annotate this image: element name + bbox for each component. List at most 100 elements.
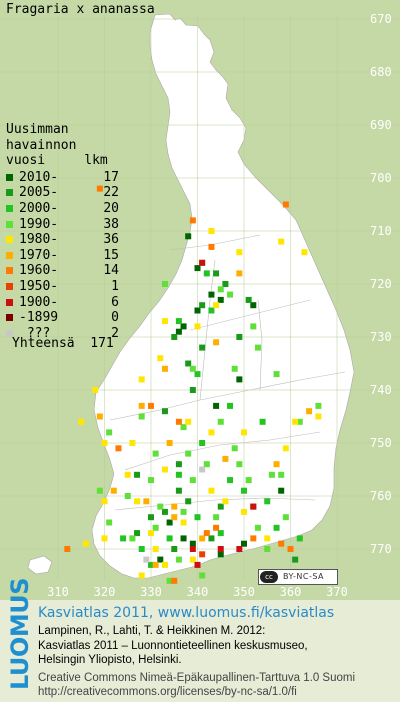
- occurrence-marker: [315, 413, 322, 420]
- occurrence-marker: [129, 535, 136, 542]
- legend-row: 1990- 38: [6, 217, 119, 233]
- occurrence-marker: [166, 440, 173, 446]
- occurrence-marker: [213, 302, 220, 309]
- occurrence-marker: [203, 530, 210, 537]
- occurrence-marker: [241, 487, 247, 494]
- legend: Uusimman havainnon vuosi lkm 2010- 17 2005…: [6, 122, 119, 341]
- occurrence-marker: [175, 418, 182, 425]
- occurrence-marker: [217, 418, 224, 425]
- y-tick-label: 760: [370, 489, 392, 503]
- y-tick-label: 710: [370, 224, 392, 238]
- y-tick-label: 690: [370, 118, 392, 132]
- occurrence-marker: [236, 270, 243, 277]
- province-borders: [109, 234, 346, 511]
- occurrence-marker: [161, 365, 168, 372]
- legend-row: 2000- 20: [6, 201, 119, 217]
- occurrence-marker: [199, 259, 206, 266]
- occurrence-marker: [268, 471, 275, 478]
- occurrence-marker: [82, 540, 89, 547]
- occurrence-marker: [292, 418, 299, 425]
- occurrence-marker: [306, 408, 313, 415]
- legend-swatch: [6, 189, 13, 197]
- occurrence-marker: [194, 514, 201, 521]
- occurrence-marker: [203, 461, 210, 468]
- occurrence-marker: [208, 243, 215, 250]
- legend-row: -1899 0: [6, 310, 119, 326]
- occurrence-marker: [236, 334, 243, 340]
- occurrence-marker: [161, 408, 168, 415]
- occurrence-marker: [152, 524, 159, 531]
- legend-count: 2: [111, 325, 119, 341]
- occurrence-marker: [227, 291, 234, 298]
- occurrence-marker: [208, 307, 215, 314]
- license-url[interactable]: http://creativecommons.org/licenses/by-n…: [38, 686, 297, 698]
- legend-count: 15: [103, 247, 119, 263]
- occurrence-marker: [101, 440, 108, 446]
- occurrence-marker: [189, 540, 196, 547]
- occurrence-marker: [157, 503, 164, 510]
- occurrence-marker: [199, 302, 206, 309]
- legend-swatch: [6, 314, 13, 322]
- occurrence-marker: [96, 487, 103, 494]
- occurrence-marker: [227, 477, 234, 484]
- legend-count: 22: [103, 185, 119, 201]
- occurrence-marker: [166, 535, 173, 542]
- luomus-logo: LUOMUS: [6, 578, 34, 690]
- occurrence-marker: [92, 387, 99, 393]
- occurrence-marker: [185, 418, 192, 425]
- occurrence-marker: [148, 402, 154, 409]
- x-tick-label: 310: [47, 585, 69, 599]
- occurrence-marker: [110, 487, 117, 494]
- occurrence-marker: [301, 249, 308, 256]
- occurrence-marker: [180, 519, 187, 526]
- occurrence-marker: [189, 217, 196, 224]
- occurrence-marker: [106, 429, 113, 436]
- occurrence-marker: [171, 334, 178, 340]
- occurrence-marker: [138, 546, 145, 552]
- occurrence-marker: [273, 524, 280, 531]
- occurrence-marker: [180, 424, 187, 431]
- occurrence-marker: [208, 535, 215, 542]
- occurrence-marker: [166, 519, 173, 526]
- footer-heading[interactable]: Kasviatlas 2011, www.luomus.fi/kasviatla…: [38, 605, 335, 621]
- occurrence-marker: [245, 477, 252, 484]
- y-tick-label: 770: [370, 542, 392, 556]
- occurrence-marker: [171, 503, 178, 510]
- occurrence-marker: [175, 328, 182, 335]
- occurrence-marker: [138, 376, 145, 383]
- occurrence-marker: [148, 477, 154, 484]
- occurrence-marker: [157, 556, 164, 563]
- occurrence-marker: [171, 577, 178, 584]
- occurrence-marker: [138, 572, 145, 579]
- occurrence-marker: [278, 487, 285, 494]
- occurrence-marker: [180, 323, 187, 330]
- occurrence-marker: [185, 450, 192, 457]
- legend-count: 38: [103, 216, 119, 232]
- occurrence-marker: [78, 418, 85, 425]
- occurrence-marker: [199, 535, 206, 542]
- occurrence-marker: [161, 281, 168, 287]
- occurrence-marker: [264, 535, 271, 542]
- x-tick-label: 330: [140, 585, 162, 599]
- cc-license-badge[interactable]: cc BY-NC-SA: [258, 569, 338, 585]
- occurrence-marker: [134, 498, 141, 505]
- occurrence-marker: [282, 514, 289, 521]
- occurrence-marker: [199, 440, 206, 446]
- legend-swatch: [6, 267, 13, 275]
- occurrence-marker: [134, 471, 141, 478]
- legend-swatch: [6, 173, 13, 181]
- occurrence-marker: [227, 402, 234, 409]
- occurrence-marker: [236, 376, 243, 383]
- citation-line-1: Lampinen, R., Lahti, T. & Heikkinen M. 2…: [38, 625, 266, 637]
- occurrence-marker: [101, 535, 108, 542]
- occurrence-marker: [241, 540, 247, 547]
- legend-swatch: [6, 220, 13, 228]
- occurrence-marker: [278, 471, 285, 478]
- legend-total-label: Yhteensä: [12, 336, 75, 351]
- occurrence-marker: [213, 270, 220, 277]
- x-tick-label: 320: [94, 585, 116, 599]
- occurrence-marker: [143, 556, 150, 563]
- citation-line-3: Helsingin Yliopisto, Helsinki.: [38, 654, 182, 666]
- legend-row: ??? 2: [6, 326, 119, 342]
- occurrence-marker: [231, 365, 238, 372]
